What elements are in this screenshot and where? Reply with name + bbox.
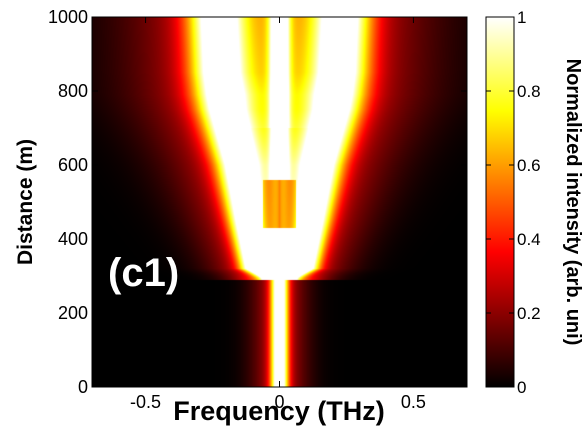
plot-area: -0.5 0 0.5 0 200 400 600 800 1000 (c1) bbox=[48, 7, 468, 412]
colorbar-tick-label: 0 bbox=[517, 378, 526, 397]
colorbar-tick-label: 0.4 bbox=[517, 230, 541, 249]
colorbar-label: Normalized intensity (arb. uni) bbox=[562, 59, 584, 346]
colorbar-tick-label: 0.8 bbox=[517, 82, 541, 101]
colorbar-gradient bbox=[485, 16, 515, 388]
colorbar-axis: 0 0.2 0.4 0.6 0.8 1 bbox=[486, 8, 541, 397]
y-axis: 0 200 400 600 800 1000 bbox=[48, 7, 467, 397]
x-tick-label: -0.5 bbox=[130, 392, 161, 412]
y-tick-label: 0 bbox=[78, 377, 88, 397]
panel-label: (c1) bbox=[108, 251, 179, 295]
colorbar-tick-label: 1 bbox=[517, 8, 526, 27]
x-tick-label: 0 bbox=[274, 392, 284, 412]
colorbar-tick-label: 0.6 bbox=[517, 156, 541, 175]
y-tick-label: 1000 bbox=[48, 7, 88, 27]
x-axis: -0.5 0 0.5 bbox=[130, 17, 426, 412]
x-axis-label: Frequency (THz) bbox=[173, 396, 385, 426]
y-tick-label: 600 bbox=[58, 155, 88, 175]
colorbar-tick-label: 0.2 bbox=[517, 304, 541, 323]
y-tick-label: 200 bbox=[58, 303, 88, 323]
y-tick-label: 800 bbox=[58, 81, 88, 101]
x-tick-label: 0.5 bbox=[401, 392, 426, 412]
colorbar: 0 0.2 0.4 0.6 0.8 1 bbox=[485, 8, 541, 397]
heatmap-image bbox=[92, 17, 467, 387]
y-tick-label: 400 bbox=[58, 229, 88, 249]
y-axis-label: Distance (m) bbox=[14, 139, 37, 265]
